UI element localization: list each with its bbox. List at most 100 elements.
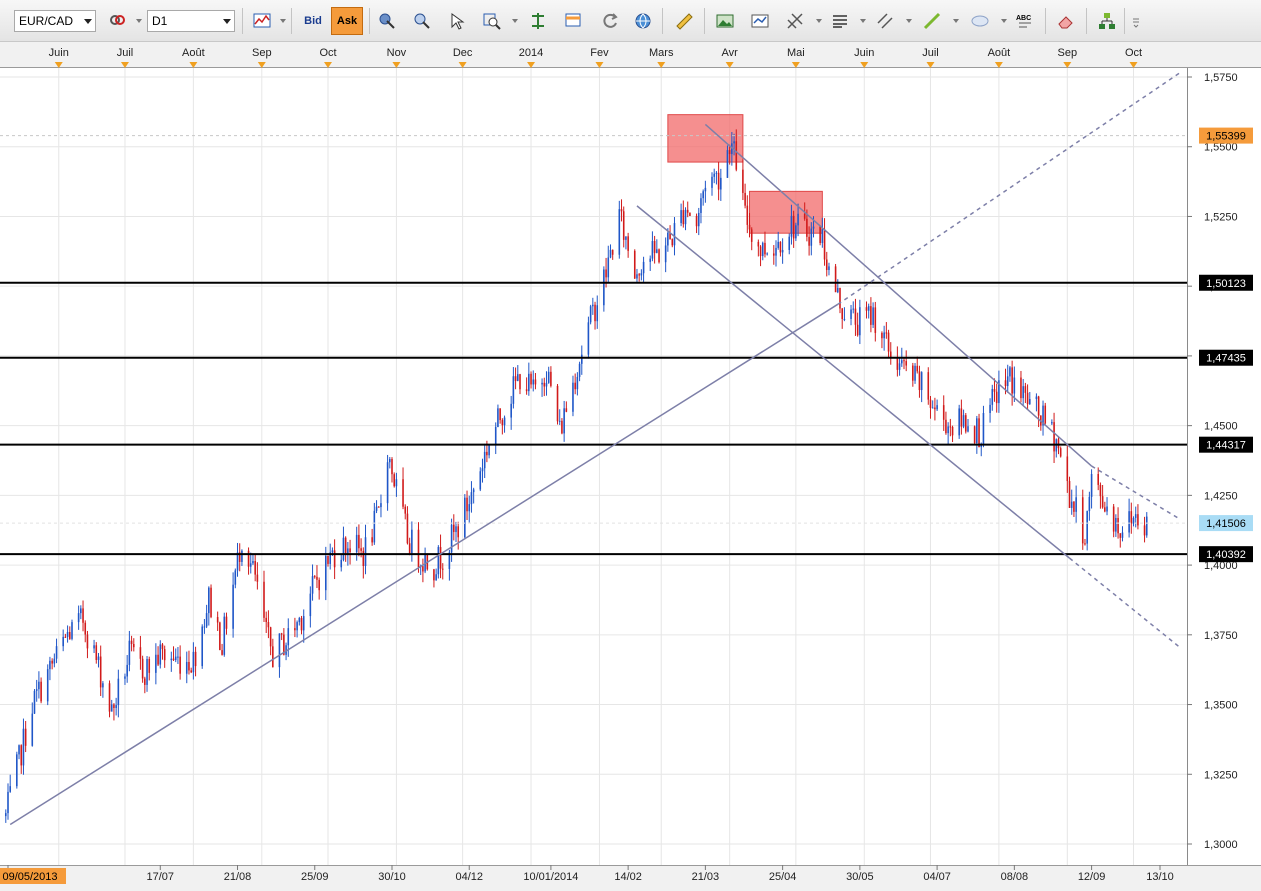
horizontal-lines-button[interactable] — [826, 7, 854, 35]
bearish-candle — [903, 360, 905, 362]
bullish-candle — [7, 791, 9, 814]
bullish-candle — [1006, 376, 1009, 387]
bullish-candle — [411, 529, 413, 554]
bullish-candle — [1128, 511, 1130, 533]
bullish-candle — [931, 407, 934, 409]
bearish-candle — [803, 213, 806, 219]
bearish-candle — [452, 524, 455, 533]
template-button[interactable] — [559, 7, 587, 35]
bearish-candle — [874, 307, 877, 333]
bearish-candle — [525, 389, 528, 392]
cursor-button[interactable] — [373, 7, 401, 35]
chevron-down-icon[interactable] — [816, 19, 822, 23]
month-label: Sep — [1058, 47, 1078, 59]
bullish-candle — [329, 552, 332, 564]
bullish-candle — [1013, 377, 1016, 394]
hierarchy-button[interactable] — [1093, 7, 1121, 35]
toolbar-options-button[interactable] — [1128, 7, 1144, 35]
bullish-candle — [1042, 405, 1044, 426]
bearish-candle — [638, 274, 640, 276]
bullish-candle — [812, 226, 815, 229]
bearish-candle — [669, 232, 671, 240]
bearish-candle — [945, 419, 947, 434]
bullish-candle — [651, 241, 654, 259]
chart-zoom-button[interactable] — [478, 7, 506, 35]
bearish-candle — [300, 618, 303, 631]
date-label: 25/04 — [769, 871, 797, 883]
bearish-candle — [973, 426, 976, 444]
text-button[interactable]: ABC — [1011, 7, 1039, 35]
fibonacci-button[interactable] — [781, 7, 809, 35]
chevron-down-icon[interactable] — [860, 19, 866, 23]
bullish-candle — [625, 236, 627, 240]
bullish-candle — [464, 497, 466, 538]
bearish-candle — [916, 365, 919, 372]
bullish-candle — [55, 646, 58, 659]
price-label: 1,47435 — [1206, 353, 1246, 365]
month-label: Mars — [649, 47, 674, 59]
trendline-button[interactable] — [918, 7, 946, 35]
bullish-candle — [850, 309, 852, 319]
image-button[interactable] — [711, 7, 739, 35]
channel-button[interactable] — [871, 7, 899, 35]
bullish-candle — [642, 261, 645, 274]
indicator-icon — [253, 13, 271, 28]
pointer-button[interactable] — [443, 7, 471, 35]
bullish-candle — [781, 249, 784, 253]
bearish-candle — [543, 382, 546, 387]
channel-icon — [877, 13, 893, 29]
bearish-candle — [1099, 484, 1102, 497]
resistance-zone-2 — [749, 190, 823, 234]
bearish-candle — [391, 459, 393, 475]
bullish-candle — [278, 633, 281, 668]
month-label: Oct — [319, 47, 336, 59]
crosshair-link-button[interactable] — [103, 7, 131, 35]
ellipse-button[interactable] — [966, 7, 994, 35]
ask-button[interactable]: Ask — [331, 7, 363, 35]
bullish-candle — [234, 570, 237, 585]
chart-settings-button[interactable] — [746, 7, 774, 35]
timeframe-select[interactable]: D1 — [147, 10, 235, 32]
month-label: Juin — [854, 47, 874, 59]
refresh-button[interactable] — [596, 7, 624, 35]
ruler-button[interactable] — [670, 7, 698, 35]
globe-button[interactable] — [629, 7, 657, 35]
bullish-candle — [558, 420, 561, 422]
hierarchy-icon — [1099, 13, 1115, 29]
eraser-button[interactable] — [1052, 7, 1080, 35]
bearish-candle — [225, 616, 228, 629]
zoom-in-button[interactable] — [408, 7, 436, 35]
chevron-down-icon[interactable] — [136, 19, 142, 23]
chevron-down-icon[interactable] — [280, 19, 286, 23]
chevron-down-icon[interactable] — [953, 19, 959, 23]
indicator-button[interactable] — [248, 7, 276, 35]
period-separator-button[interactable] — [524, 7, 552, 35]
bullish-candle — [53, 658, 56, 664]
price-tick-label: 1,3000 — [1204, 839, 1238, 851]
bearish-candle — [1073, 501, 1075, 512]
price-chart[interactable]: 1,3000 1,3250 1,3500 1,3750 1,4000 1,4250 1,45… — [0, 42, 1261, 891]
bullish-candle — [673, 223, 676, 246]
bearish-candle — [1112, 506, 1115, 532]
bearish-candle — [210, 587, 212, 618]
ellipse-icon — [971, 15, 989, 27]
bid-button[interactable]: Bid — [304, 15, 322, 27]
bearish-candle — [216, 617, 219, 623]
bullish-candle — [510, 403, 512, 418]
price-axis[interactable] — [1187, 68, 1261, 865]
bullish-candle — [450, 524, 453, 553]
bearish-candle — [263, 581, 265, 618]
chevron-down-icon[interactable] — [906, 19, 912, 23]
symbol-select[interactable]: EUR/CAD — [14, 10, 96, 32]
bearish-candle — [1143, 525, 1146, 536]
chevron-down-icon[interactable] — [512, 19, 518, 23]
period-marker-icon — [725, 62, 734, 68]
bullish-candle — [603, 269, 605, 306]
bullish-candle — [576, 376, 579, 390]
bearish-candle — [1037, 396, 1040, 416]
bullish-candle — [1115, 518, 1117, 532]
period-marker-icon — [791, 62, 800, 68]
toolbar-separator — [1045, 8, 1046, 34]
chevron-down-icon[interactable] — [1001, 19, 1007, 23]
bullish-candle — [174, 656, 177, 661]
